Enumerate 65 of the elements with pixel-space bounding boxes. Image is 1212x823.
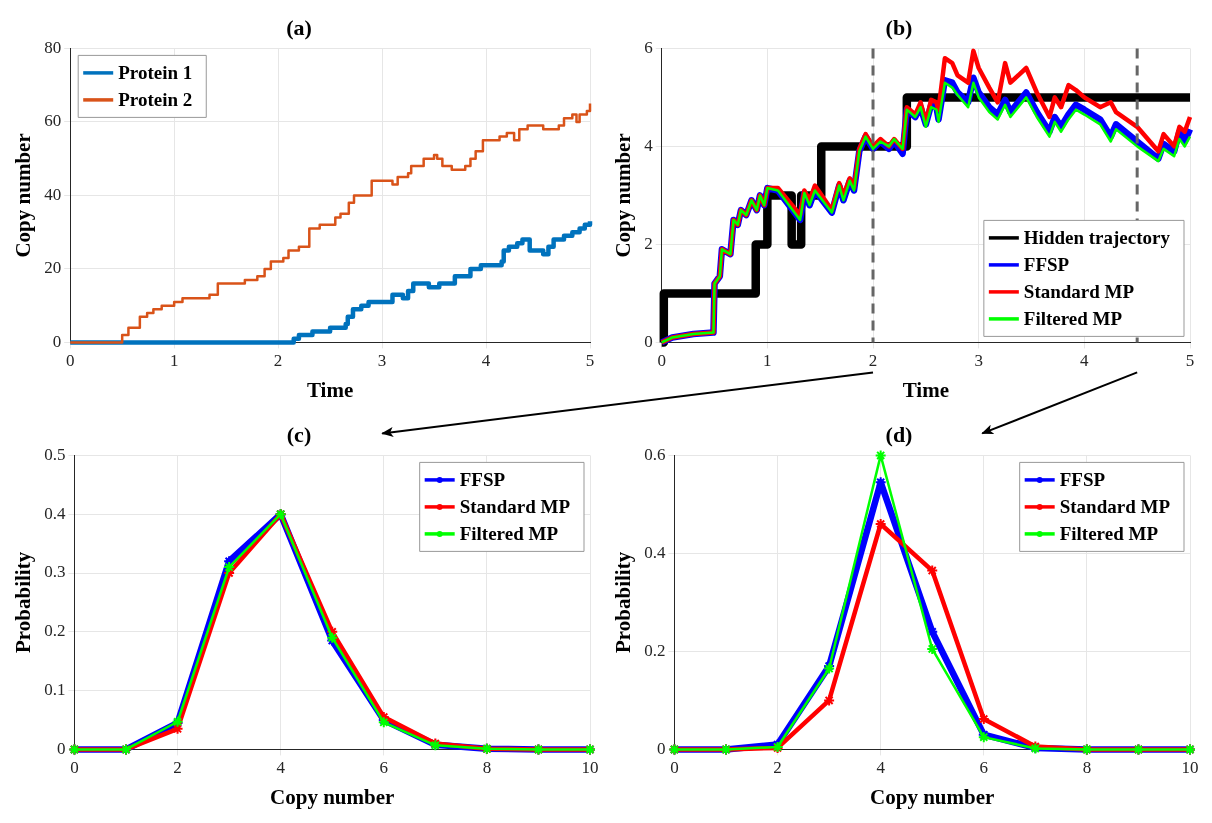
legend-label: FFSP — [1023, 253, 1070, 275]
y-tick-label: 0 — [644, 331, 653, 351]
y-axis-title: Copy number — [611, 133, 636, 258]
y-tick-label: 6 — [644, 37, 653, 57]
legend-label: Filtered MP — [1059, 522, 1159, 544]
y-tick-label: 0.5 — [44, 444, 66, 464]
legend-label: Protein 1 — [118, 61, 193, 83]
legend-label: Protein 2 — [118, 88, 193, 110]
y-tick-label: 60 — [44, 111, 62, 131]
x-tick-label: 8 — [1082, 758, 1092, 778]
y-tick-label: 0.4 — [644, 542, 666, 562]
x-tick-label: 3 — [974, 351, 983, 371]
x-axis-title: Copy number — [270, 784, 395, 809]
y-tick-label: 0.3 — [44, 562, 66, 582]
y-tick-label: 0.2 — [644, 640, 666, 660]
y-tick-label: 0 — [52, 331, 62, 351]
y-tick-label: 0.6 — [644, 444, 666, 464]
x-tick-label: 10 — [581, 758, 599, 778]
x-tick-label: 2 — [868, 351, 878, 371]
x-tick-label: 4 — [481, 351, 491, 371]
y-tick-label: 2 — [644, 233, 653, 253]
legend-label: Filtered MP — [1023, 307, 1123, 329]
y-tick-label: 0.1 — [44, 680, 66, 700]
x-tick-label: 6 — [979, 758, 989, 778]
legend-label: Hidden trajectory — [1023, 226, 1171, 248]
x-tick-label: 2 — [273, 351, 283, 371]
x-axis-title: Copy number — [870, 784, 995, 809]
x-tick-label: 3 — [377, 351, 387, 371]
x-tick-label: 1 — [169, 351, 179, 371]
chart-title: (a) — [286, 14, 312, 40]
x-axis-title: Time — [902, 377, 949, 402]
x-tick-label: 2 — [773, 758, 782, 778]
legend-label: FFSP — [1059, 468, 1106, 490]
x-tick-label: 5 — [1185, 351, 1195, 371]
y-tick-label: 4 — [644, 135, 654, 155]
x-tick-label: 1 — [763, 351, 772, 371]
chart-title: (b) — [885, 14, 913, 40]
y-tick-label: 0 — [56, 738, 66, 758]
x-tick-label: 4 — [276, 758, 286, 778]
y-tick-label: 0 — [656, 738, 666, 758]
y-tick-label: 20 — [44, 258, 62, 278]
legend-label: FFSP — [459, 468, 506, 490]
legend-label: Standard MP — [459, 495, 571, 517]
y-axis-title: Copy number — [11, 133, 36, 258]
y-tick-label: 0.4 — [44, 503, 66, 523]
chart-title: (c) — [286, 421, 312, 447]
x-tick-label: 4 — [1080, 351, 1090, 371]
legend-label: Standard MP — [1023, 280, 1135, 302]
x-tick-label: 2 — [173, 758, 182, 778]
y-tick-label: 40 — [44, 184, 62, 204]
x-tick-label: 6 — [379, 758, 389, 778]
x-tick-label: 0 — [70, 758, 79, 778]
legend-label: Filtered MP — [459, 522, 559, 544]
y-tick-label: 80 — [44, 37, 62, 57]
y-axis-title: Probability — [11, 551, 36, 653]
y-tick-label: 0.2 — [44, 621, 66, 641]
x-tick-label: 8 — [482, 758, 492, 778]
x-tick-label: 4 — [876, 758, 886, 778]
x-tick-label: 0 — [670, 758, 679, 778]
x-tick-label: 10 — [1181, 758, 1199, 778]
x-axis-title: Time — [306, 377, 354, 402]
chart-title: (d) — [885, 421, 913, 447]
legend-label: Standard MP — [1059, 495, 1171, 517]
y-axis-title: Probability — [611, 551, 636, 653]
x-tick-label: 5 — [585, 351, 595, 371]
